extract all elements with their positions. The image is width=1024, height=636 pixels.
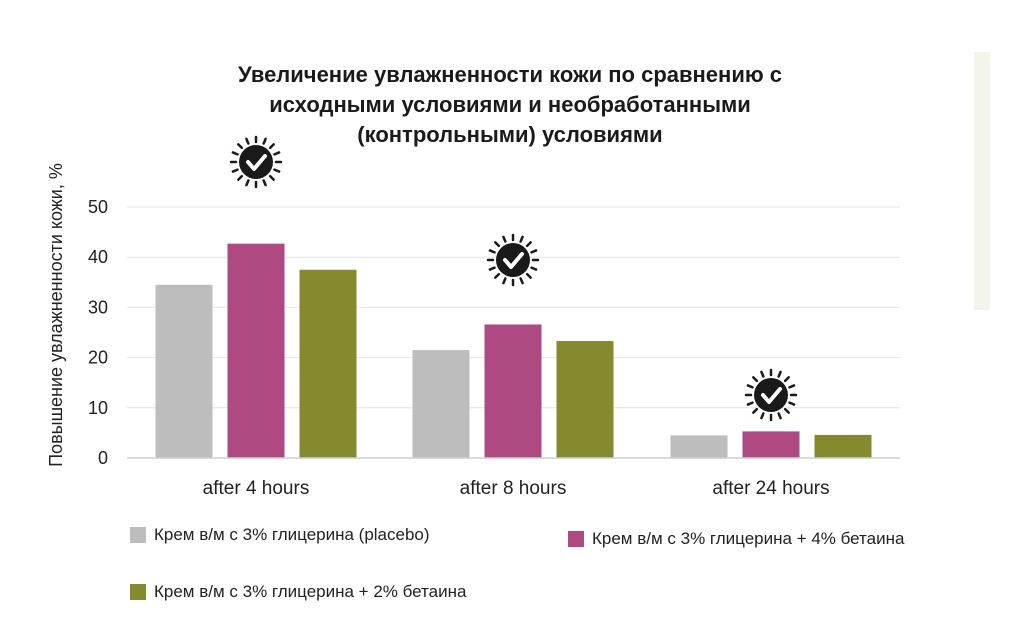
badge-ray (752, 407, 759, 414)
x-tick-label-3: after 24 hours (712, 478, 829, 499)
chart-title-line-3: (контрольными) условиями (357, 122, 663, 147)
bar-1-1 (155, 284, 213, 458)
bar-1-3 (299, 269, 357, 458)
checkmark-badge-icon (486, 233, 540, 287)
bar-3-2 (742, 431, 800, 458)
y-tick-label-20: 20 (88, 348, 108, 368)
badge-ray (783, 407, 790, 414)
bar-3-3 (814, 434, 872, 458)
bar-2-1 (412, 350, 470, 458)
badge-ray (519, 235, 524, 243)
badge-ray (760, 412, 765, 420)
legend-swatch-betaine-2 (130, 584, 146, 600)
legend-item-betaine-4: Крем в/м с 3% глицерина + 4% бетаина (568, 529, 904, 549)
legend-swatch-betaine-4 (568, 531, 584, 547)
y-tick-label-10: 10 (88, 398, 108, 418)
badge-ray (231, 151, 239, 156)
badge-ray (519, 277, 524, 285)
badge-ray (273, 151, 281, 156)
badge-ray (777, 370, 782, 378)
badge-ray (268, 143, 275, 150)
badge-ray (530, 266, 538, 271)
y-axis-label: Повышение увлажненности кожи, % (46, 163, 66, 467)
badge-ray (788, 384, 796, 389)
badge-ray (530, 249, 538, 254)
badge-ray (262, 179, 267, 187)
badge-check (503, 252, 524, 269)
badge-ray (494, 272, 501, 279)
chart-title-line-2: исходными условиями и необработанными (269, 92, 751, 117)
badge-ray (262, 137, 267, 145)
chart-title: Увеличение увлажненности кожи по сравнен… (140, 60, 880, 150)
badge-ray (752, 376, 759, 383)
badge-check (761, 387, 782, 404)
bar-2-3 (556, 341, 614, 458)
badge-ray (494, 241, 501, 248)
badge-ray (760, 370, 765, 378)
badge-ray (746, 401, 754, 406)
badge-ray (237, 143, 244, 150)
badge-ray (268, 174, 275, 181)
annotations (229, 135, 798, 422)
badge-ray (525, 241, 532, 248)
badge-ray (783, 376, 790, 383)
legend-swatch-placebo (130, 527, 146, 543)
bar-2-2 (484, 324, 542, 458)
badge-ray (488, 249, 496, 254)
checkmark-badge-icon (229, 135, 283, 189)
badge-ray (777, 412, 782, 420)
legend-item-placebo: Крем в/м с 3% глицерина (placebo) (130, 525, 430, 545)
badge-circle (239, 145, 273, 179)
y-tick-label-30: 30 (88, 297, 108, 317)
legend-item-betaine-2: Крем в/м с 3% глицерина + 2% бетаина (130, 582, 466, 602)
legend-label-placebo: Крем в/м с 3% глицерина (placebo) (154, 525, 430, 544)
x-tick-label-1: after 4 hours (203, 478, 310, 499)
side-decoration-strip (974, 52, 990, 310)
badge-ray (245, 137, 250, 145)
y-tick-label-50: 50 (88, 197, 108, 217)
bar-3-1 (670, 435, 728, 458)
y-tick-label-40: 40 (88, 247, 108, 267)
badge-ray (502, 277, 507, 285)
legend-label-betaine-2: Крем в/м с 3% глицерина + 2% бетаина (154, 582, 467, 601)
checkmark-badge-icon (744, 368, 798, 422)
badge-ray (788, 401, 796, 406)
badge-circle (496, 243, 530, 277)
badge-ray (746, 384, 754, 389)
y-tick-label-0: 0 (98, 448, 108, 468)
badge-ray (237, 174, 244, 181)
axes: 0 10 20 30 40 50 after 4 hours after 8 hours aft… (88, 197, 900, 499)
badge-ray (245, 179, 250, 187)
legend-label-betaine-4: Крем в/м с 3% глицерина + 4% бетаина (592, 529, 905, 548)
badge-ray (231, 168, 239, 173)
badge-ray (273, 168, 281, 173)
badge-check (246, 154, 267, 171)
badge-circle (754, 378, 788, 412)
chart-title-line-1: Увеличение увлажненности кожи по сравнен… (237, 62, 782, 87)
badge-ray (525, 272, 532, 279)
bars (155, 243, 872, 458)
badge-ray (488, 266, 496, 271)
badge-ray (502, 235, 507, 243)
bar-1-2 (227, 243, 285, 458)
x-tick-label-2: after 8 hours (460, 478, 567, 499)
